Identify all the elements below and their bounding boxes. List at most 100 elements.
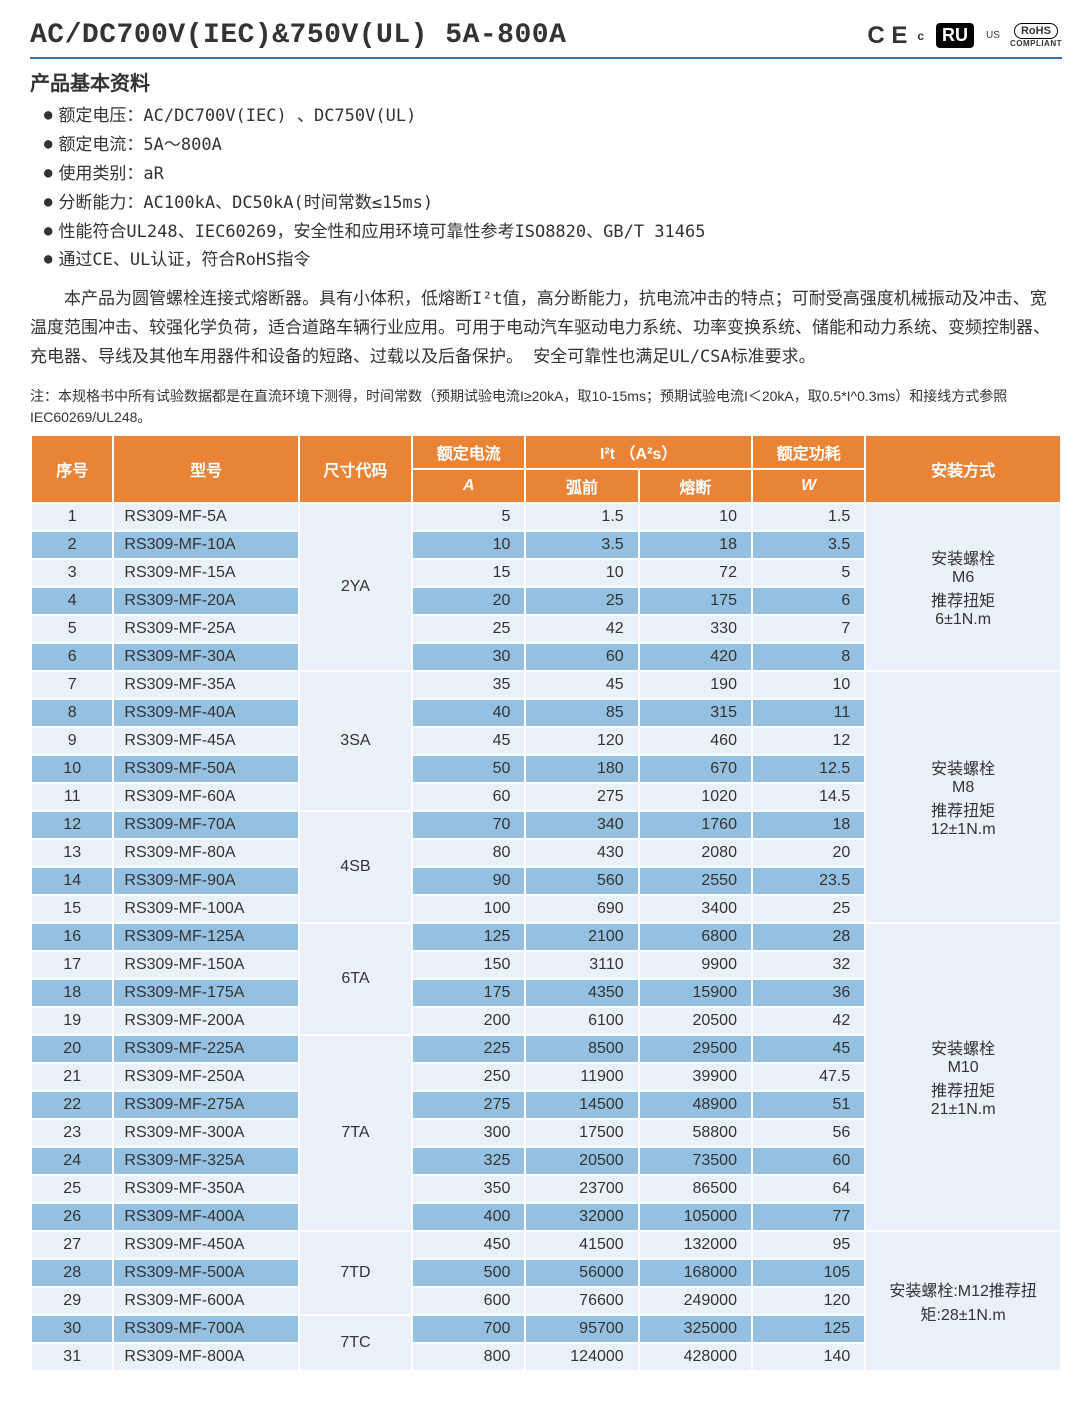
cell-amp: 10 bbox=[412, 531, 525, 559]
cell-model: RS309-MF-5A bbox=[113, 503, 298, 531]
cell-i2t-melt: 670 bbox=[639, 755, 752, 783]
cell-watt: 47.5 bbox=[752, 1063, 865, 1091]
cell-amp: 20 bbox=[412, 587, 525, 615]
cell-amp: 40 bbox=[412, 699, 525, 727]
cell-i2t-pre: 690 bbox=[525, 895, 638, 923]
rohs-mark-icon: RoHS bbox=[1014, 23, 1058, 39]
cell-watt: 36 bbox=[752, 979, 865, 1007]
cell-model: RS309-MF-200A bbox=[113, 1007, 298, 1035]
cell-model: RS309-MF-300A bbox=[113, 1119, 298, 1147]
th-inst: 安装方式 bbox=[865, 435, 1061, 503]
th-idx: 序号 bbox=[31, 435, 113, 503]
cell-amp: 45 bbox=[412, 727, 525, 755]
cell-watt: 64 bbox=[752, 1175, 865, 1203]
cell-idx: 13 bbox=[31, 839, 113, 867]
cell-idx: 30 bbox=[31, 1315, 113, 1343]
cell-model: RS309-MF-350A bbox=[113, 1175, 298, 1203]
cell-idx: 14 bbox=[31, 867, 113, 895]
cell-amp: 500 bbox=[412, 1259, 525, 1287]
cell-model: RS309-MF-600A bbox=[113, 1287, 298, 1315]
cell-idx: 9 bbox=[31, 727, 113, 755]
cell-i2t-melt: 2550 bbox=[639, 867, 752, 895]
cell-model: RS309-MF-60A bbox=[113, 783, 298, 811]
cell-i2t-melt: 58800 bbox=[639, 1119, 752, 1147]
cell-idx: 11 bbox=[31, 783, 113, 811]
cell-i2t-melt: 315 bbox=[639, 699, 752, 727]
cell-model: RS309-MF-45A bbox=[113, 727, 298, 755]
cell-size-code: 6TA bbox=[299, 923, 412, 1035]
cell-watt: 18 bbox=[752, 811, 865, 839]
cell-watt: 1.5 bbox=[752, 503, 865, 531]
cell-amp: 400 bbox=[412, 1203, 525, 1231]
spec-bullet-text: 额定电流：5A～800A bbox=[58, 131, 221, 160]
cell-amp: 150 bbox=[412, 951, 525, 979]
cell-i2t-pre: 275 bbox=[525, 783, 638, 811]
spec-table-body: 1RS309-MF-5A2YA51.5101.5安装螺栓M6推荐扭矩6±1N.m… bbox=[31, 503, 1061, 1371]
cell-model: RS309-MF-450A bbox=[113, 1231, 298, 1259]
cell-i2t-melt: 72 bbox=[639, 559, 752, 587]
cell-watt: 28 bbox=[752, 923, 865, 951]
cell-size-code: 7TC bbox=[299, 1315, 412, 1371]
cell-watt: 10 bbox=[752, 671, 865, 699]
cell-i2t-melt: 48900 bbox=[639, 1091, 752, 1119]
cell-i2t-melt: 29500 bbox=[639, 1035, 752, 1063]
spec-bullet: 使用类别：aR bbox=[44, 160, 1062, 189]
cell-model: RS309-MF-15A bbox=[113, 559, 298, 587]
cell-install: 安装螺栓M6推荐扭矩6±1N.m bbox=[865, 503, 1061, 671]
cell-model: RS309-MF-500A bbox=[113, 1259, 298, 1287]
cell-i2t-pre: 4350 bbox=[525, 979, 638, 1007]
cell-i2t-pre: 3110 bbox=[525, 951, 638, 979]
cell-amp: 800 bbox=[412, 1343, 525, 1371]
cell-watt: 23.5 bbox=[752, 867, 865, 895]
install-line: 安装螺栓 bbox=[872, 1035, 1054, 1059]
rohs-compliant-label: COMPLIANT bbox=[1010, 39, 1062, 48]
cell-model: RS309-MF-800A bbox=[113, 1343, 298, 1371]
cell-idx: 27 bbox=[31, 1231, 113, 1259]
cell-watt: 125 bbox=[752, 1315, 865, 1343]
cell-i2t-pre: 45 bbox=[525, 671, 638, 699]
install-line: 推荐扭矩 bbox=[872, 797, 1054, 821]
cell-watt: 14.5 bbox=[752, 783, 865, 811]
cell-size-code: 3SA bbox=[299, 671, 412, 811]
cell-i2t-pre: 60 bbox=[525, 643, 638, 671]
cell-idx: 28 bbox=[31, 1259, 113, 1287]
install-line: 21±1N.m bbox=[872, 1101, 1054, 1119]
cell-idx: 7 bbox=[31, 671, 113, 699]
cell-model: RS309-MF-100A bbox=[113, 895, 298, 923]
th-i2t-pre: 弧前 bbox=[525, 469, 638, 503]
cell-i2t-melt: 428000 bbox=[639, 1343, 752, 1371]
spec-bullet: 额定电流：5A～800A bbox=[44, 131, 1062, 160]
cell-idx: 26 bbox=[31, 1203, 113, 1231]
cell-model: RS309-MF-70A bbox=[113, 811, 298, 839]
cell-amp: 60 bbox=[412, 783, 525, 811]
cell-i2t-melt: 105000 bbox=[639, 1203, 752, 1231]
cell-idx: 22 bbox=[31, 1091, 113, 1119]
cell-model: RS309-MF-35A bbox=[113, 671, 298, 699]
cell-idx: 29 bbox=[31, 1287, 113, 1315]
cell-idx: 15 bbox=[31, 895, 113, 923]
cell-watt: 105 bbox=[752, 1259, 865, 1287]
cell-idx: 20 bbox=[31, 1035, 113, 1063]
cell-model: RS309-MF-30A bbox=[113, 643, 298, 671]
cell-i2t-melt: 420 bbox=[639, 643, 752, 671]
cell-install: 安装螺栓:M12推荐扭矩:28±1N.m bbox=[865, 1231, 1061, 1371]
cell-i2t-melt: 73500 bbox=[639, 1147, 752, 1175]
cell-model: RS309-MF-10A bbox=[113, 531, 298, 559]
spec-bullet: 额定电压：AC/DC700V(IEC) 、DC750V(UL) bbox=[44, 102, 1062, 131]
cell-amp: 700 bbox=[412, 1315, 525, 1343]
spec-bullet-text: 分断能力：AC100kA、DC50kA(时间常数≤15ms) bbox=[58, 189, 433, 218]
cell-i2t-melt: 1020 bbox=[639, 783, 752, 811]
cell-i2t-melt: 9900 bbox=[639, 951, 752, 979]
certification-icons: C E c RU US RoHS COMPLIANT bbox=[867, 22, 1062, 50]
cell-i2t-melt: 175 bbox=[639, 587, 752, 615]
cell-i2t-melt: 1760 bbox=[639, 811, 752, 839]
install-line: 安装螺栓 bbox=[872, 755, 1054, 779]
cell-i2t-melt: 325000 bbox=[639, 1315, 752, 1343]
cell-watt: 12 bbox=[752, 727, 865, 755]
cell-size-code: 7TA bbox=[299, 1035, 412, 1231]
table-row: 1RS309-MF-5A2YA51.5101.5安装螺栓M6推荐扭矩6±1N.m bbox=[31, 503, 1061, 531]
cell-i2t-pre: 17500 bbox=[525, 1119, 638, 1147]
cell-i2t-pre: 32000 bbox=[525, 1203, 638, 1231]
cell-size-code: 7TD bbox=[299, 1231, 412, 1315]
th-model: 型号 bbox=[113, 435, 298, 503]
